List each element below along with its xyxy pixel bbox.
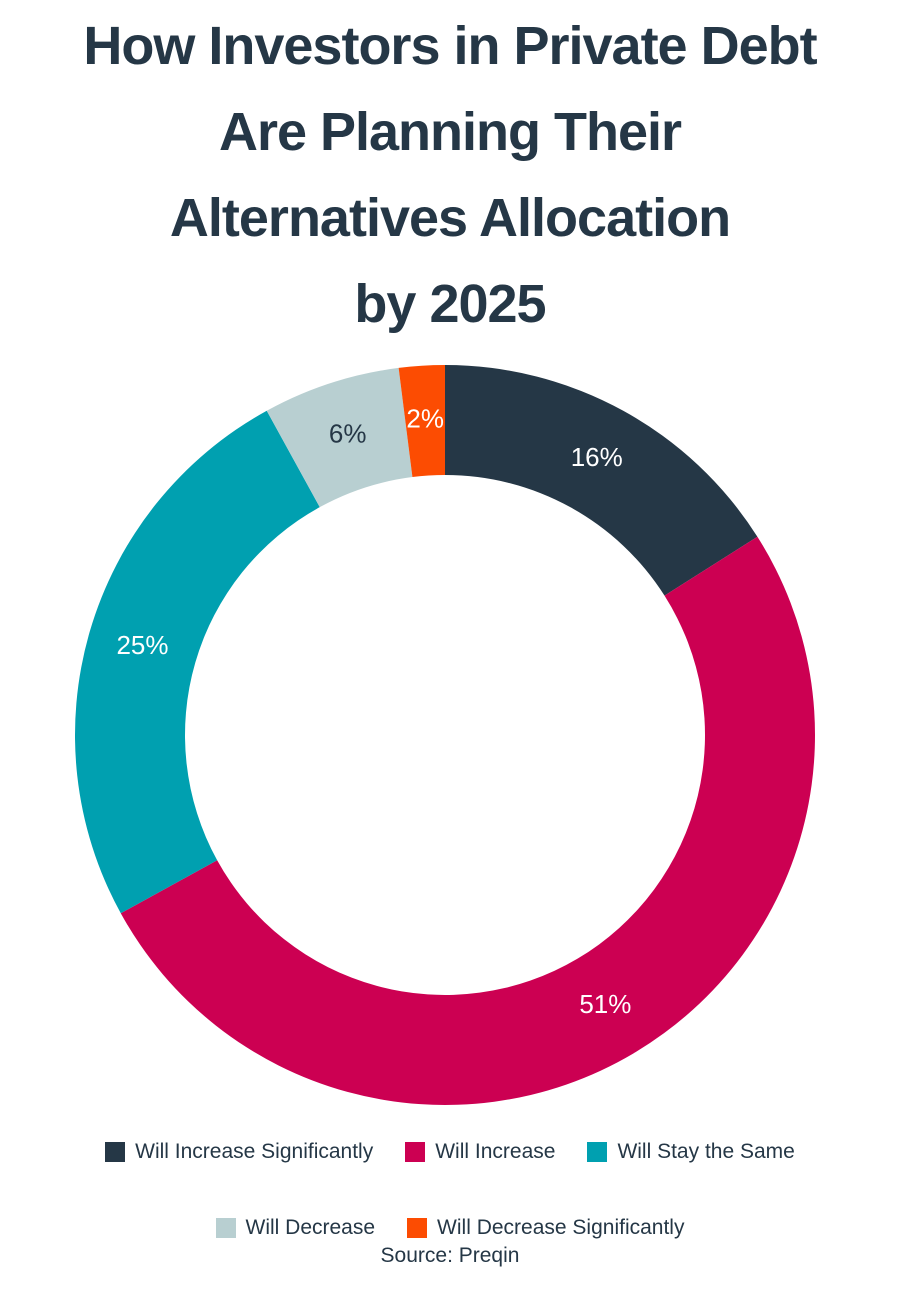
value-label: 25%: [116, 630, 168, 660]
donut-segment: [120, 536, 815, 1105]
legend: Will Increase Significantly Will Increase…: [60, 1138, 840, 1242]
legend-item: Will Decrease Significantly: [407, 1214, 684, 1242]
legend-swatch: [105, 1142, 126, 1162]
chart-title: Are Planning Their: [219, 102, 682, 162]
value-label: 6%: [329, 418, 367, 448]
legend-label: Will Stay the Same: [617, 1140, 795, 1163]
legend-label: Will Decrease: [245, 1216, 376, 1239]
donut-segment: [75, 410, 320, 914]
legend-label: Will Increase Significantly: [135, 1140, 374, 1163]
donut-segment: [445, 365, 758, 596]
chart-title: How Investors in Private Debt: [83, 16, 817, 76]
legend-swatch: [407, 1218, 428, 1238]
legend-label: Will Increase: [435, 1140, 556, 1163]
donut-segment: [266, 367, 413, 508]
legend-item: Will Decrease: [215, 1214, 376, 1242]
value-label: 51%: [579, 989, 631, 1019]
legend-swatch: [587, 1142, 608, 1162]
donut-segment: [398, 365, 445, 478]
legend-item: Will Increase: [405, 1138, 555, 1166]
chart: How Investors in Private Debt Are Plannin…: [75, 16, 819, 1105]
legend-item: Will Increase Significantly: [105, 1138, 373, 1166]
source: Source: Preqin: [380, 1244, 520, 1267]
value-label: 2%: [406, 403, 444, 433]
legend-swatch: [215, 1218, 236, 1238]
value-label: 16%: [571, 442, 623, 472]
legend-label: Will Decrease Significantly: [437, 1216, 685, 1239]
chart-title: by 2025: [354, 274, 545, 334]
legend-swatch: [405, 1142, 426, 1162]
legend-item: Will Stay the Same: [587, 1138, 795, 1166]
chart-title: Alternatives Allocation: [170, 188, 730, 248]
